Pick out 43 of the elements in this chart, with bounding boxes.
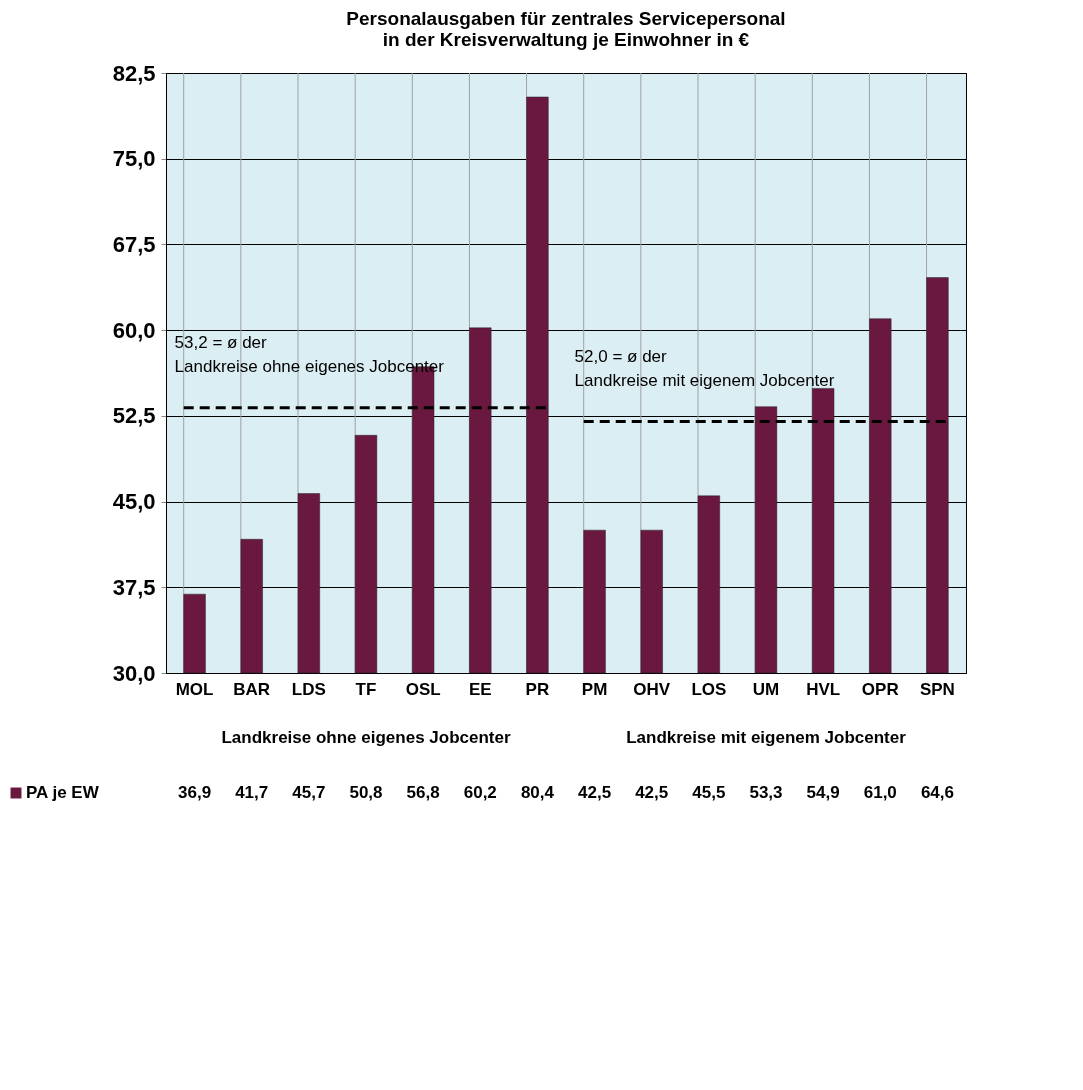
text: 45,7 bbox=[292, 783, 326, 802]
x-tick-label: SPN bbox=[919, 679, 955, 699]
text: 60,2 bbox=[463, 783, 497, 802]
x-tick-label: PR bbox=[525, 679, 550, 699]
text: 54,9 bbox=[806, 783, 840, 802]
y-tick-label: 60,0 bbox=[112, 317, 156, 343]
ref-line-label: 53,2 = ø der Landkreise ohne eigenes Jobcenter bbox=[174, 332, 445, 376]
x-tick-label: HVL bbox=[806, 679, 841, 699]
text: Personalausgaben für zentrales Servicepersonal bbox=[346, 8, 786, 29]
y-tick-label: 30,0 bbox=[112, 660, 156, 686]
text: Landkreise mit eigenem Jobcenter bbox=[626, 728, 907, 747]
x-tick-label: OPR bbox=[861, 679, 899, 699]
x-tick-label: OSL bbox=[405, 679, 441, 699]
text: 42,5 bbox=[578, 783, 612, 802]
x-tick-label: LOS bbox=[691, 679, 727, 699]
x-tick-label: EE bbox=[468, 679, 492, 699]
text: in der Kreisverwaltung je Einwohner in € bbox=[382, 29, 750, 50]
text: 53,3 bbox=[749, 783, 783, 802]
text: 80,4 bbox=[520, 783, 554, 802]
x-tick-label: OHV bbox=[633, 679, 671, 699]
x-tick-label: PM bbox=[581, 679, 608, 699]
x-tick-label: BAR bbox=[233, 679, 271, 699]
text: 36,9 bbox=[178, 783, 212, 802]
text: 41,7 bbox=[235, 783, 269, 802]
x-tick-label: LDS bbox=[291, 679, 326, 699]
text: 61,0 bbox=[863, 783, 897, 802]
text: 64,6 bbox=[920, 783, 954, 802]
y-tick-label: 82,5 bbox=[112, 60, 156, 86]
y-tick-label: 52,5 bbox=[112, 403, 156, 429]
x-tick-label: TF bbox=[355, 679, 377, 699]
x-tick-label: UM bbox=[752, 679, 780, 699]
text: 56,8 bbox=[406, 783, 440, 802]
text: 42,5 bbox=[635, 783, 669, 802]
y-tick-label: 37,5 bbox=[112, 574, 156, 600]
y-tick-label: 45,0 bbox=[112, 489, 156, 515]
text: 50,8 bbox=[349, 783, 383, 802]
y-tick-label: 67,5 bbox=[112, 231, 156, 257]
x-tick-label: MOL bbox=[175, 679, 214, 699]
text: Landkreise ohne eigenes Jobcenter bbox=[221, 728, 511, 747]
ref-line-label: 52,0 = ø der Landkreise mit eigenem Jobcenter bbox=[574, 346, 835, 390]
y-tick-label: 75,0 bbox=[112, 146, 156, 172]
text: 45,5 bbox=[692, 783, 726, 802]
legend-label: PA je EW bbox=[26, 783, 100, 802]
